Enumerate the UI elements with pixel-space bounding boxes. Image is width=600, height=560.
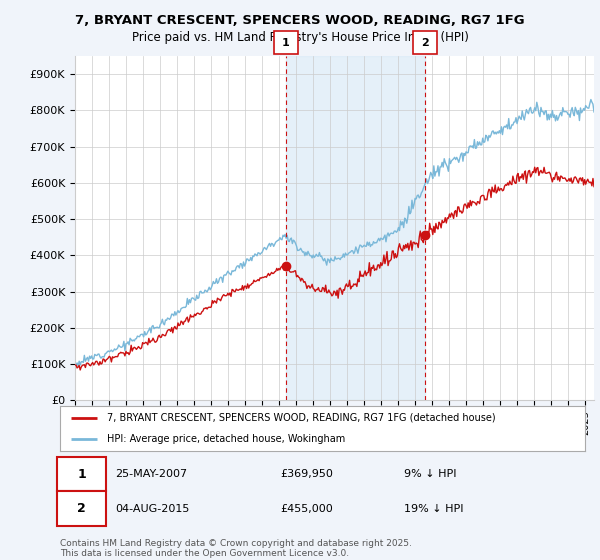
Text: Contains HM Land Registry data © Crown copyright and database right 2025.
This d: Contains HM Land Registry data © Crown c… xyxy=(60,539,412,558)
Text: HPI: Average price, detached house, Wokingham: HPI: Average price, detached house, Woki… xyxy=(107,434,346,444)
Text: Price paid vs. HM Land Registry's House Price Index (HPI): Price paid vs. HM Land Registry's House … xyxy=(131,31,469,44)
Text: 7, BRYANT CRESCENT, SPENCERS WOOD, READING, RG7 1FG: 7, BRYANT CRESCENT, SPENCERS WOOD, READI… xyxy=(75,14,525,27)
Text: £369,950: £369,950 xyxy=(281,469,334,479)
Text: 1: 1 xyxy=(282,38,290,48)
Text: 2: 2 xyxy=(421,38,429,48)
FancyBboxPatch shape xyxy=(58,492,106,526)
Text: 9% ↓ HPI: 9% ↓ HPI xyxy=(404,469,457,479)
Text: 2: 2 xyxy=(77,502,86,515)
Text: 19% ↓ HPI: 19% ↓ HPI xyxy=(404,504,463,514)
Text: 7, BRYANT CRESCENT, SPENCERS WOOD, READING, RG7 1FG (detached house): 7, BRYANT CRESCENT, SPENCERS WOOD, READI… xyxy=(107,413,496,423)
Text: 04-AUG-2015: 04-AUG-2015 xyxy=(115,504,190,514)
Text: £455,000: £455,000 xyxy=(281,504,333,514)
Bar xyxy=(286,56,425,400)
Text: 25-MAY-2007: 25-MAY-2007 xyxy=(115,469,187,479)
Text: 1: 1 xyxy=(77,468,86,480)
FancyBboxPatch shape xyxy=(58,456,106,492)
